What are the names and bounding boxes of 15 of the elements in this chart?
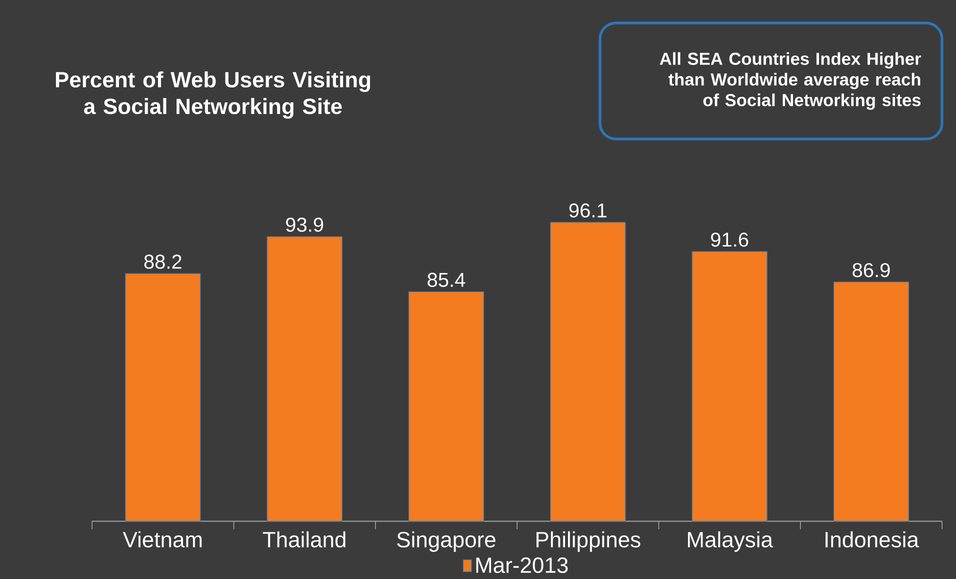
- text: All SEA Countries Index Higher than Worldwide average reach of Social Networking sites: [660, 52, 922, 110]
- x-tick-label: Singapore: [397, 531, 496, 552]
- data-label: 91.6: [711, 232, 748, 247]
- data-label: 86.9: [852, 263, 890, 278]
- data-label: 85.4: [428, 272, 466, 287]
- x-tick-label: Vietnam: [122, 531, 202, 548]
- x-tick-label: Indonesia: [826, 531, 919, 548]
- x-tick-label: Malaysia: [688, 531, 773, 552]
- x-tick-label: Thailand: [262, 531, 346, 548]
- x-tick-label: Philippines: [536, 531, 640, 552]
- legend-label: Mar-2013: [476, 557, 568, 574]
- data-label: 93.9: [286, 218, 324, 232]
- data-label: 88.2: [144, 254, 182, 269]
- chart-title: Percent of Web Users Visiting a Social Networking Site: [56, 71, 370, 119]
- data-label: 96.1: [569, 203, 606, 218]
